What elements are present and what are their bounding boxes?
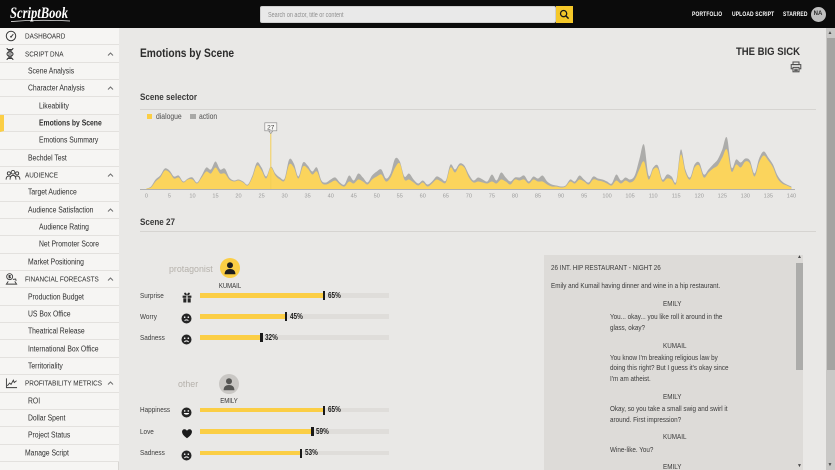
svg-text:30: 30 [281, 194, 287, 200]
svg-text:140: 140 [787, 194, 796, 200]
svg-text:120: 120 [695, 194, 704, 200]
svg-text:27: 27 [267, 124, 275, 131]
svg-text:80: 80 [512, 194, 518, 200]
svg-text:15: 15 [212, 194, 218, 200]
svg-text:115: 115 [672, 194, 681, 200]
svg-text:55: 55 [397, 194, 403, 200]
svg-text:45: 45 [351, 194, 357, 200]
svg-text:ScriptBook: ScriptBook [10, 5, 68, 22]
svg-text:75: 75 [489, 194, 495, 200]
svg-text:125: 125 [718, 194, 727, 200]
svg-text:35: 35 [304, 194, 310, 200]
svg-text:90: 90 [558, 194, 564, 200]
svg-text:85: 85 [535, 194, 541, 200]
svg-text:60: 60 [420, 194, 426, 200]
svg-text:100: 100 [602, 194, 611, 200]
svg-text:50: 50 [374, 194, 380, 200]
svg-text:130: 130 [741, 194, 750, 200]
svg-text:0: 0 [145, 194, 148, 200]
svg-text:40: 40 [328, 194, 334, 200]
svg-text:20: 20 [235, 194, 241, 200]
svg-text:10: 10 [189, 194, 195, 200]
svg-text:135: 135 [764, 194, 773, 200]
svg-text:105: 105 [625, 194, 634, 200]
svg-text:25: 25 [258, 194, 264, 200]
svg-text:70: 70 [466, 194, 472, 200]
svg-text:110: 110 [649, 194, 658, 200]
svg-text:65: 65 [443, 194, 449, 200]
svg-text:95: 95 [581, 194, 587, 200]
svg-text:5: 5 [168, 194, 171, 200]
